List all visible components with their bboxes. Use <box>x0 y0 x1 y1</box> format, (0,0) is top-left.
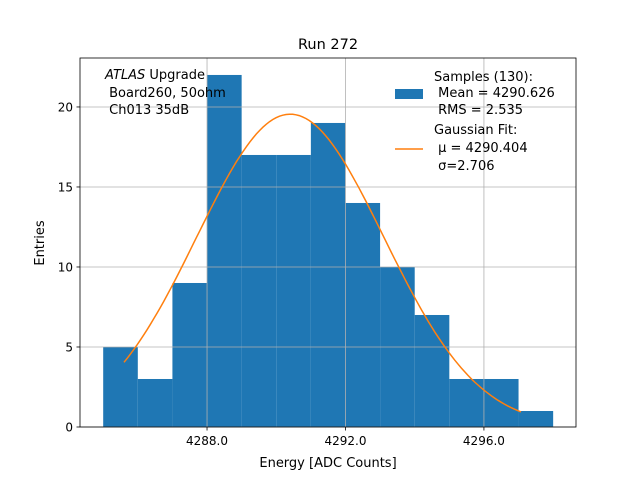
histogram-bar <box>449 378 484 427</box>
histogram-bar <box>207 74 242 427</box>
histogram-bar <box>276 154 311 427</box>
y-tick-label: 0 <box>65 421 73 435</box>
legend-text: Mean = 4290.626 <box>434 86 555 101</box>
legend-text: RMS = 2.535 <box>434 103 523 118</box>
legend-text: μ = 4290.404 <box>434 141 528 156</box>
histogram-bar <box>103 346 138 427</box>
annotation-line: Ch013 35dB <box>105 103 189 118</box>
legend-text: Gaussian Fit: <box>434 123 517 138</box>
y-tick-label: 15 <box>58 180 73 194</box>
gaussian-fit-line <box>123 113 522 413</box>
y-axis-label: Entries <box>33 220 48 266</box>
legend: Samples (130): Mean = 4290.626 RMS = 2.5… <box>395 70 555 174</box>
axes-frame <box>79 57 577 428</box>
histogram-bar <box>241 154 277 427</box>
legend-patch-samples <box>395 89 423 99</box>
x-tick-label: 4292.0 <box>324 434 366 448</box>
annotation: ATLAS Upgrade Board260, 50ohm Ch013 35dB <box>104 68 226 118</box>
histogram-bar <box>518 410 554 427</box>
x-tick-label: 4296.0 <box>463 434 505 448</box>
histogram-bar <box>345 202 381 427</box>
legend-text: σ=2.706 <box>434 159 494 174</box>
y-tick-label: 20 <box>58 100 73 114</box>
histogram-bar <box>137 378 173 427</box>
histogram-bar <box>172 282 208 427</box>
annotation-rest: Upgrade <box>145 68 205 83</box>
histogram-bar <box>414 314 450 427</box>
chart-title: Run 272 <box>298 37 358 53</box>
y-tick-label: 5 <box>65 340 73 354</box>
annotation-italic: ATLAS <box>104 68 145 83</box>
annotation-line: Board260, 50ohm <box>105 86 226 101</box>
ticks-group: 4288.0 4292.0 4296.0 0 5 10 15 20 <box>58 100 505 448</box>
x-axis-label: Energy [ADC Counts] <box>259 456 396 471</box>
svg-text:ATLAS Upgrade: ATLAS Upgrade <box>104 68 205 83</box>
histogram-bar <box>310 122 346 427</box>
y-tick-label: 10 <box>58 260 73 274</box>
legend-text: Samples (130): <box>434 70 533 85</box>
x-tick-label: 4288.0 <box>186 434 228 448</box>
